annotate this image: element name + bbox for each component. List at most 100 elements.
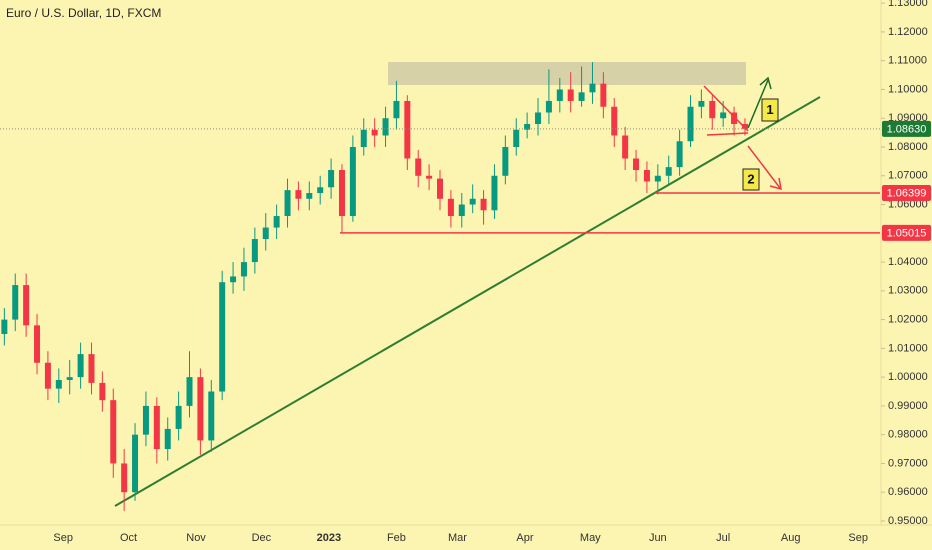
- candle-body: [23, 285, 30, 326]
- annotation-box: [742, 168, 760, 191]
- candle-body: [349, 147, 356, 217]
- arrow-down: [747, 145, 782, 191]
- candle-body: [545, 100, 552, 113]
- y-tick-label: 1.11000: [888, 55, 927, 67]
- candle-body: [371, 129, 378, 136]
- y-tick-label: 0.96000: [888, 486, 928, 498]
- candle-body: [328, 170, 335, 188]
- candle-body: [295, 190, 302, 199]
- x-tick-label: Jul: [716, 532, 730, 544]
- candle-body: [600, 83, 607, 107]
- candle-body: [731, 112, 738, 124]
- annotation-1: 1: [761, 98, 779, 122]
- candle-body: [426, 175, 433, 179]
- candle-body: [284, 190, 291, 217]
- x-tick-label: 2023: [317, 532, 341, 544]
- candle-body: [306, 193, 313, 199]
- y-tick-label: 1.12000: [888, 26, 928, 38]
- candle-body: [720, 112, 727, 119]
- candle-body: [556, 89, 563, 101]
- candle-body: [633, 158, 640, 171]
- x-tick-label: Oct: [120, 532, 137, 544]
- candle-body: [197, 377, 204, 441]
- candle-body: [317, 187, 324, 194]
- candle-body: [55, 380, 62, 389]
- annotation-2: 2: [742, 168, 760, 191]
- y-tick-label: 1.06000: [888, 198, 928, 210]
- candle-body: [66, 377, 73, 381]
- candle-body: [665, 167, 672, 176]
- candle-body: [524, 123, 531, 130]
- arrow-head: [769, 177, 782, 191]
- candle-body: [404, 100, 411, 159]
- y-tick-label: 1.13000: [888, 0, 928, 9]
- triangle-upper: [703, 85, 749, 132]
- x-tick-label: Apr: [516, 532, 533, 544]
- arrow-shaft: [747, 79, 769, 129]
- candle-body: [44, 362, 51, 389]
- x-tick-label: Nov: [186, 532, 206, 544]
- candle-body: [709, 100, 716, 119]
- candle-body: [654, 175, 661, 182]
- candle-body: [34, 325, 41, 363]
- candle-body: [567, 89, 574, 101]
- candle-body: [480, 198, 487, 211]
- y-tick-label: 0.99000: [888, 400, 928, 412]
- candle-body: [382, 118, 389, 136]
- candle-body: [110, 400, 117, 464]
- y-tick-label: 0.97000: [888, 457, 928, 469]
- x-tick-label: Jun: [649, 532, 667, 544]
- level-label: 1.05015: [887, 227, 927, 239]
- candle-body: [251, 239, 258, 263]
- arrow-up: [747, 76, 772, 129]
- annotation-label: 2: [747, 171, 754, 186]
- triangle-lower: [706, 132, 749, 136]
- candle-body: [338, 170, 345, 217]
- candle-body: [622, 135, 629, 159]
- candle-body: [273, 216, 280, 228]
- trend-line: [114, 96, 821, 507]
- candle-body: [676, 141, 683, 168]
- y-tick-label: 0.95000: [888, 515, 928, 527]
- candle-body: [447, 198, 454, 217]
- candle-body: [741, 123, 748, 129]
- level-label: 1.08630: [887, 123, 927, 135]
- candle-body: [121, 463, 128, 493]
- y-tick-label: 1.07000: [888, 170, 928, 182]
- candle-body: [1, 319, 8, 334]
- candle-body: [535, 112, 542, 124]
- x-tick-label: Sep: [848, 532, 868, 544]
- candle-body: [437, 178, 443, 199]
- arrow-head: [759, 76, 772, 90]
- y-tick-label: 1.04000: [888, 256, 928, 268]
- candle-body: [643, 170, 650, 182]
- candle-body: [12, 285, 19, 320]
- level-label-box: [882, 185, 931, 202]
- candle-body: [513, 129, 520, 147]
- x-tick-label: Aug: [781, 532, 801, 544]
- candle-body: [230, 276, 237, 283]
- x-tick-label: Dec: [252, 532, 272, 544]
- annotation-box: [761, 98, 779, 122]
- y-tick-label: 1.10000: [888, 83, 928, 95]
- candle-body: [132, 434, 139, 493]
- candle-body: [77, 354, 84, 378]
- candle-body: [186, 377, 193, 406]
- level-label-box: [882, 224, 931, 241]
- resistance-zone: [388, 62, 746, 85]
- x-tick-label: Feb: [387, 532, 406, 544]
- candle-body: [469, 198, 476, 205]
- x-tick-label: Sep: [53, 532, 73, 544]
- candle-body: [262, 227, 269, 240]
- x-tick-label: May: [580, 532, 601, 544]
- candle-body: [175, 405, 182, 429]
- candle-body: [415, 158, 422, 176]
- triangle: [703, 85, 749, 136]
- candle-body: [687, 106, 694, 142]
- y-tick-label: 0.98000: [888, 429, 928, 441]
- x-tick-label: Mar: [448, 532, 467, 544]
- candle-body: [578, 92, 585, 101]
- candles: [1, 62, 748, 511]
